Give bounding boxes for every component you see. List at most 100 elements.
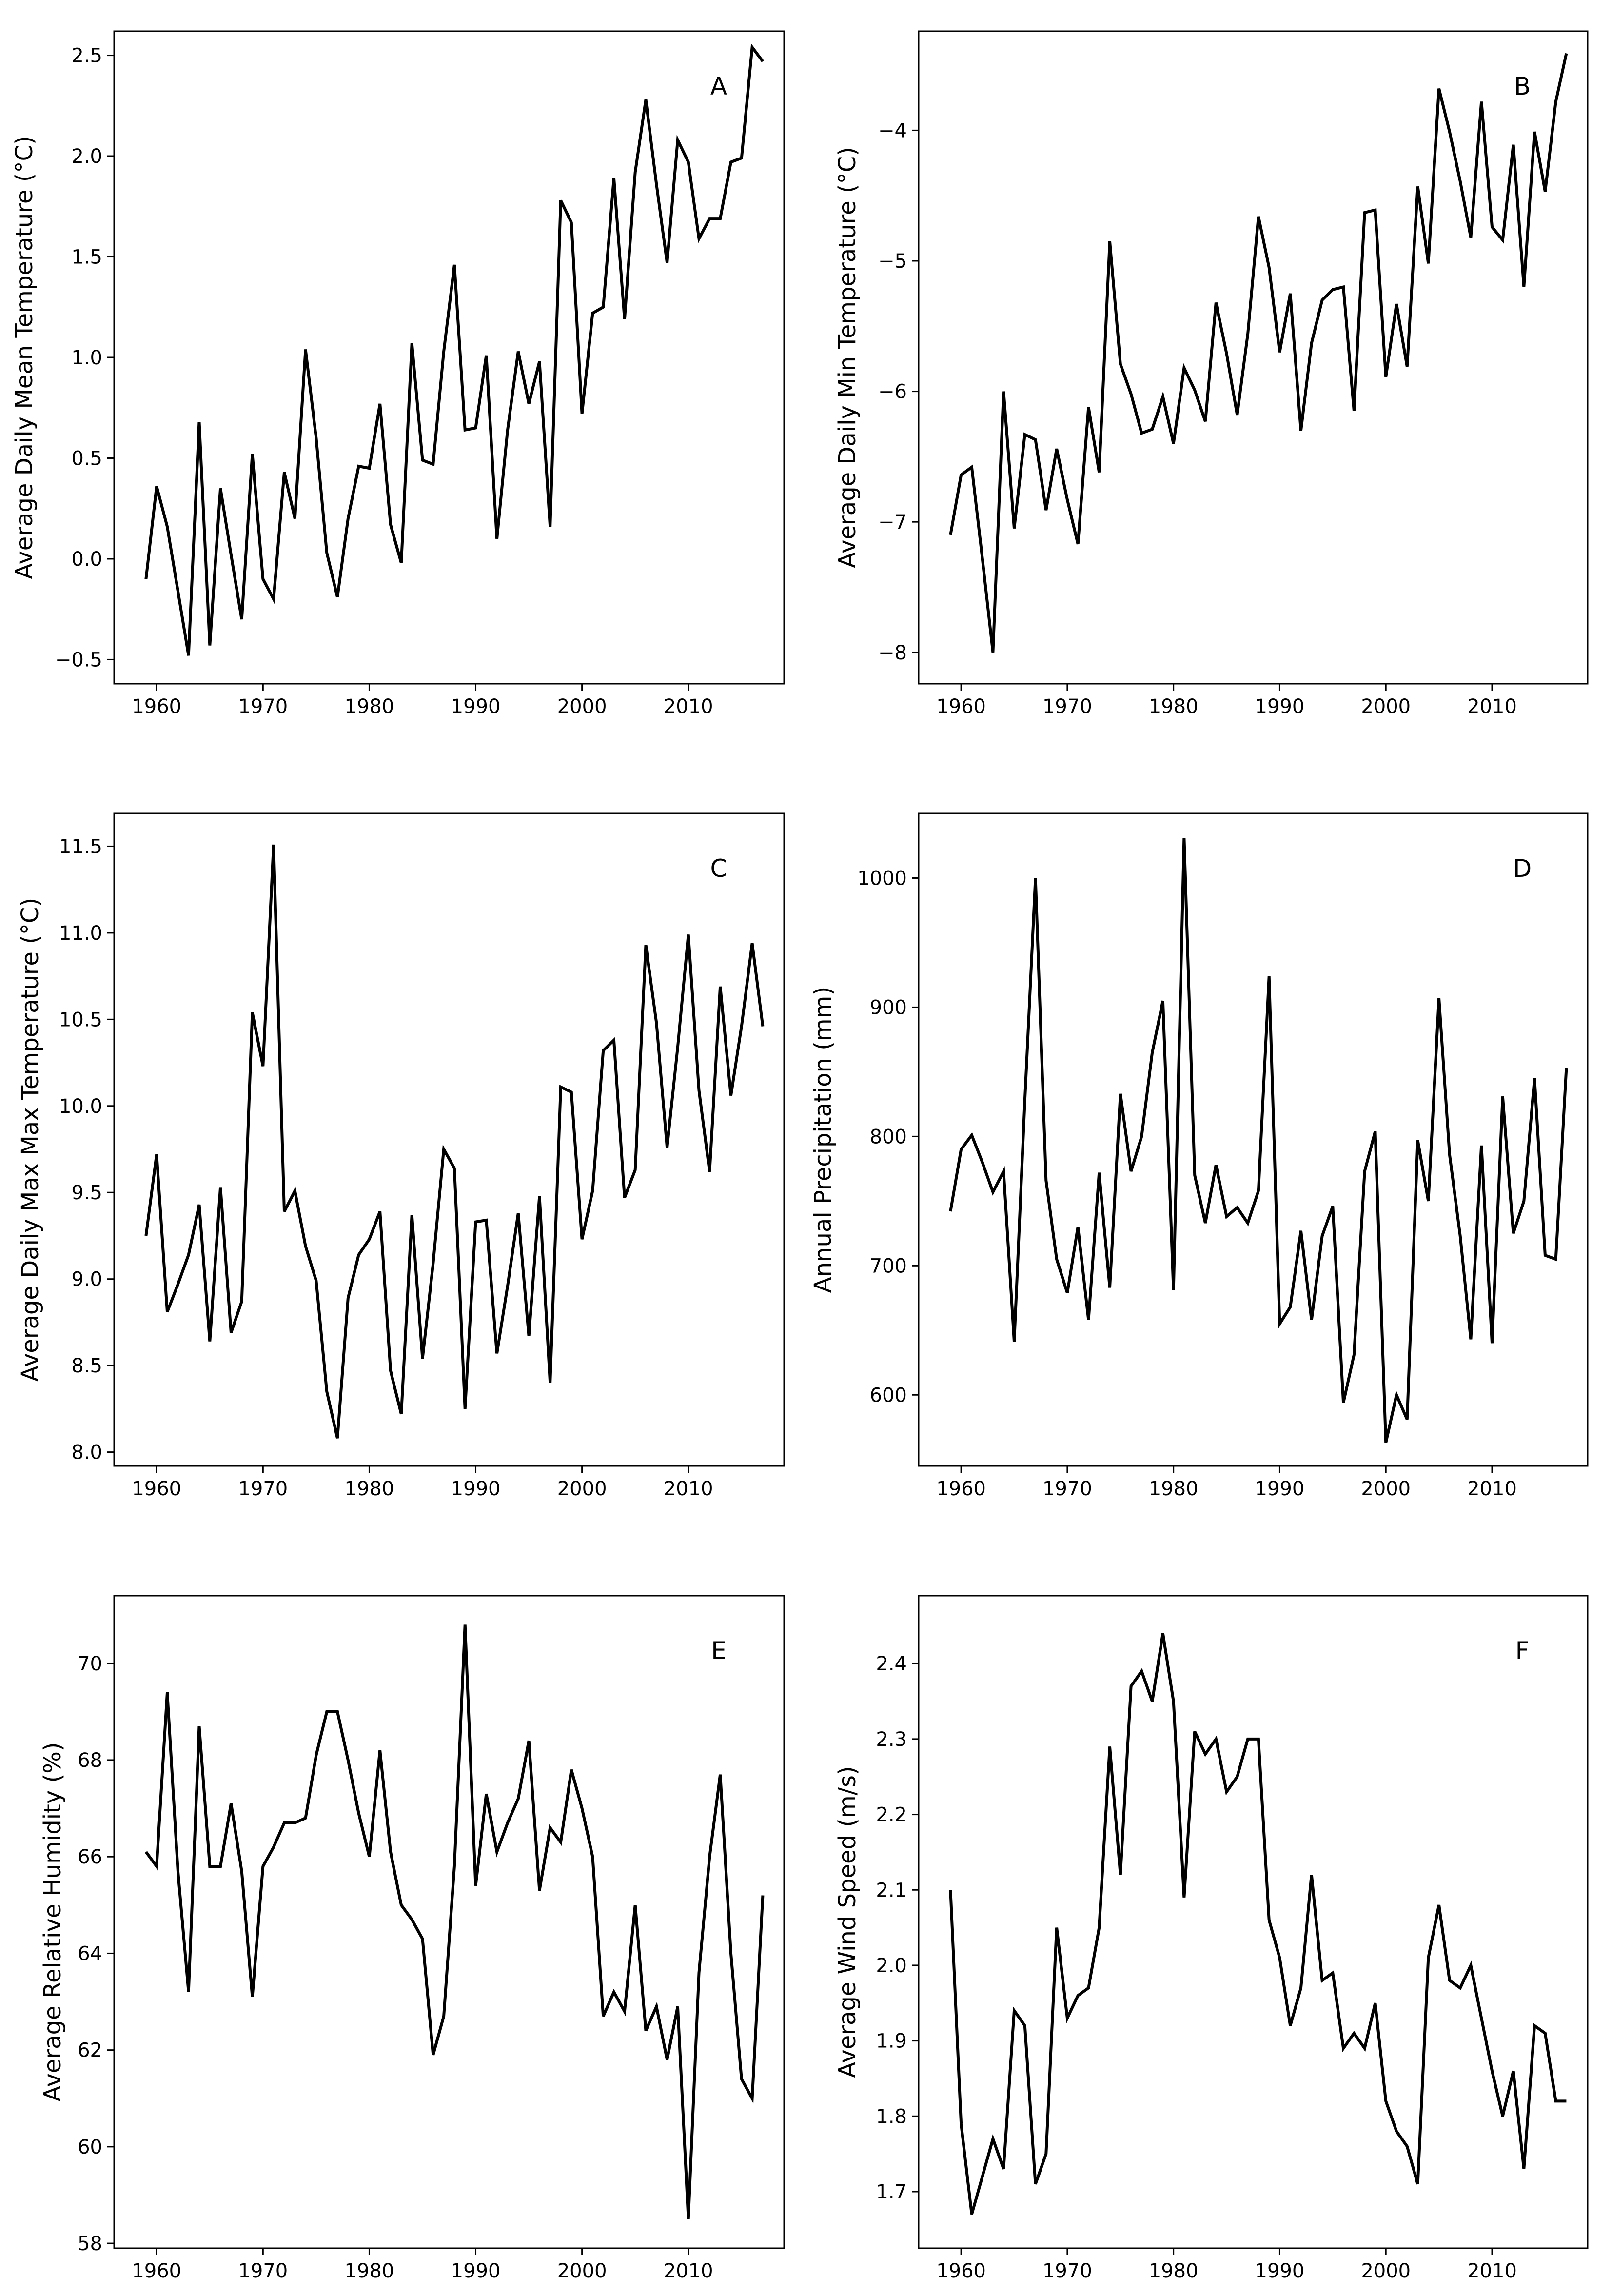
panel-f-x-tick-label: 2010: [1467, 2260, 1517, 2282]
panel-d-y-axis-label: Annual Precipitation (mm): [809, 987, 837, 1293]
panel-d-y-tick-label: 600: [870, 1384, 907, 1406]
panel-d-x-tick-label: 1970: [1042, 1478, 1092, 1500]
panel-a-y-axis-label: Average Daily Mean Temperature (°C): [11, 136, 38, 579]
panel-e-x-tick-label: 1990: [451, 2260, 501, 2282]
panel-b-y-tick-label: −5: [878, 250, 907, 273]
panel-a-y-tick-label: 0.0: [71, 548, 102, 571]
panel-e-y-tick-label: 64: [78, 1942, 102, 1965]
panel-f-y-tick-label: 2.1: [876, 1879, 907, 1901]
panel-e-y-tick-label: 68: [78, 1749, 102, 1772]
panel-d-x-tick-label: 2010: [1467, 1478, 1517, 1500]
panel-b-x-tick-label: 2010: [1467, 695, 1517, 718]
panel-b-x-tick-label: 2000: [1361, 695, 1411, 718]
panel-c-axes-frame: [113, 812, 785, 1467]
panel-c-y-tick-label: 11.0: [59, 922, 102, 945]
panel-f-y-tick-label: 2.2: [876, 1804, 907, 1826]
panel-a-y-tick-label: 1.0: [71, 347, 102, 369]
panel-f-y-tick-label: 2.4: [876, 1653, 907, 1675]
panel-e-y-axis-label: Average Relative Humidity (%): [39, 1742, 66, 2101]
panel-c-letter: C: [710, 854, 727, 883]
panel-c-y-tick-label: 8.5: [71, 1355, 102, 1377]
panel-f-letter: F: [1515, 1637, 1530, 1665]
panel-d-axes-frame: [918, 812, 1589, 1467]
panel-a-y-tick-label: 0.5: [71, 447, 102, 470]
panel-d-y-tick-label: 900: [870, 996, 907, 1019]
panel-e-x-tick-label: 1960: [132, 2260, 181, 2282]
panel-c-x-tick-label: 2000: [557, 1478, 607, 1500]
panel-c-x-tick-label: 1980: [345, 1478, 394, 1500]
panel-f-x-tick-label: 1970: [1042, 2260, 1092, 2282]
panel-b-y-tick-label: −8: [878, 642, 907, 664]
panel-b-axes-frame: [918, 30, 1589, 685]
panel-d-x-tick-label: 1960: [936, 1478, 986, 1500]
panel-d-x-tick-label: 1990: [1255, 1478, 1305, 1500]
panel-f-x-tick-label: 2000: [1361, 2260, 1411, 2282]
panel-b-series-line: [949, 53, 1568, 653]
panel-f-y-tick-label: 1.7: [876, 2181, 907, 2203]
panel-f-x-tick-label: 1980: [1149, 2260, 1199, 2282]
panel-b-y-tick-label: −7: [878, 511, 907, 534]
panel-e-y-tick-label: 60: [78, 2136, 102, 2158]
panel-a-x-tick-label: 1980: [345, 695, 394, 718]
panel-c-series-line: [144, 844, 765, 1439]
panel-e-axes-frame: [113, 1595, 785, 2249]
panel-b-y-tick-label: −4: [878, 119, 907, 142]
panel-f-x-tick-label: 1990: [1255, 2260, 1305, 2282]
panel-d-y-tick-label: 700: [870, 1255, 907, 1277]
panel-e-letter: E: [711, 1637, 727, 1665]
panel-f-y-tick-label: 2.0: [876, 1955, 907, 1977]
panel-c-y-tick-label: 10.5: [59, 1009, 102, 1031]
panel-f-axes-frame: [918, 1595, 1589, 2249]
panel-d-letter: D: [1513, 854, 1532, 883]
panel-a-y-tick-label: 1.5: [71, 246, 102, 269]
panel-a-y-tick-label: 2.5: [71, 45, 102, 67]
panel-a-letter: A: [710, 72, 727, 100]
panel-e-x-tick-label: 1980: [345, 2260, 394, 2282]
panel-c-x-tick-label: 1960: [132, 1478, 181, 1500]
panel-e-y-tick-label: 62: [78, 2039, 102, 2062]
panel-e-x-tick-label: 2000: [557, 2260, 607, 2282]
panel-a-x-tick-label: 1960: [132, 695, 181, 718]
panel-b-letter: B: [1514, 72, 1531, 100]
panel-d-x-tick-label: 1980: [1149, 1478, 1199, 1500]
panel-b-x-tick-label: 1970: [1042, 695, 1092, 718]
panel-a-series-line: [144, 43, 764, 656]
panel-c-x-tick-label: 2010: [664, 1478, 713, 1500]
panel-b-y-tick-label: −6: [878, 381, 907, 403]
panel-c-y-tick-label: 10.0: [59, 1095, 102, 1118]
panel-f-y-axis-label: Average Wind Speed (m/s): [834, 1766, 861, 2078]
panel-e-x-tick-label: 2010: [664, 2260, 713, 2282]
panel-c-y-tick-label: 9.0: [71, 1268, 102, 1291]
panel-b-y-axis-label: Average Daily Min Temperature (°C): [834, 147, 861, 568]
panel-c-y-tick-label: 8.0: [71, 1442, 102, 1464]
panel-f-y-tick-label: 1.8: [876, 2105, 907, 2128]
panel-f-series-line: [949, 1633, 1567, 2215]
panel-a-x-tick-label: 1990: [451, 695, 501, 718]
panel-b-x-tick-label: 1960: [936, 695, 986, 718]
panel-c-x-tick-label: 1990: [451, 1478, 501, 1500]
panel-e-x-tick-label: 1970: [238, 2260, 288, 2282]
panel-f-y-tick-label: 2.3: [876, 1728, 907, 1751]
panel-a-y-tick-label: −0.5: [55, 649, 102, 671]
panel-b-x-tick-label: 1990: [1255, 695, 1305, 718]
panel-c-y-tick-label: 9.5: [71, 1182, 102, 1204]
panel-c-x-tick-label: 1970: [238, 1478, 288, 1500]
panel-a-x-tick-label: 2000: [557, 695, 607, 718]
panel-a-x-tick-label: 2010: [664, 695, 713, 718]
panel-e-y-tick-label: 70: [78, 1653, 102, 1675]
panel-d-y-tick-label: 1000: [857, 867, 907, 890]
panel-a-y-tick-label: 2.0: [71, 145, 102, 168]
panel-e-series-line: [144, 1624, 765, 2219]
panel-e-y-tick-label: 66: [78, 1846, 102, 1868]
panel-c-y-axis-label: Average Daily Max Max Temperature (°C): [17, 898, 44, 1382]
panel-c-y-tick-label: 11.5: [59, 835, 102, 858]
panel-e-y-tick-label: 58: [78, 2233, 102, 2255]
panel-d-x-tick-label: 2000: [1361, 1478, 1411, 1500]
panel-f-y-tick-label: 1.9: [876, 2030, 907, 2053]
panel-b-x-tick-label: 1980: [1149, 695, 1199, 718]
panel-a-x-tick-label: 1970: [238, 695, 288, 718]
panel-d-y-tick-label: 800: [870, 1126, 907, 1148]
panel-d-series-line: [949, 838, 1568, 1443]
panel-f-x-tick-label: 1960: [936, 2260, 986, 2282]
